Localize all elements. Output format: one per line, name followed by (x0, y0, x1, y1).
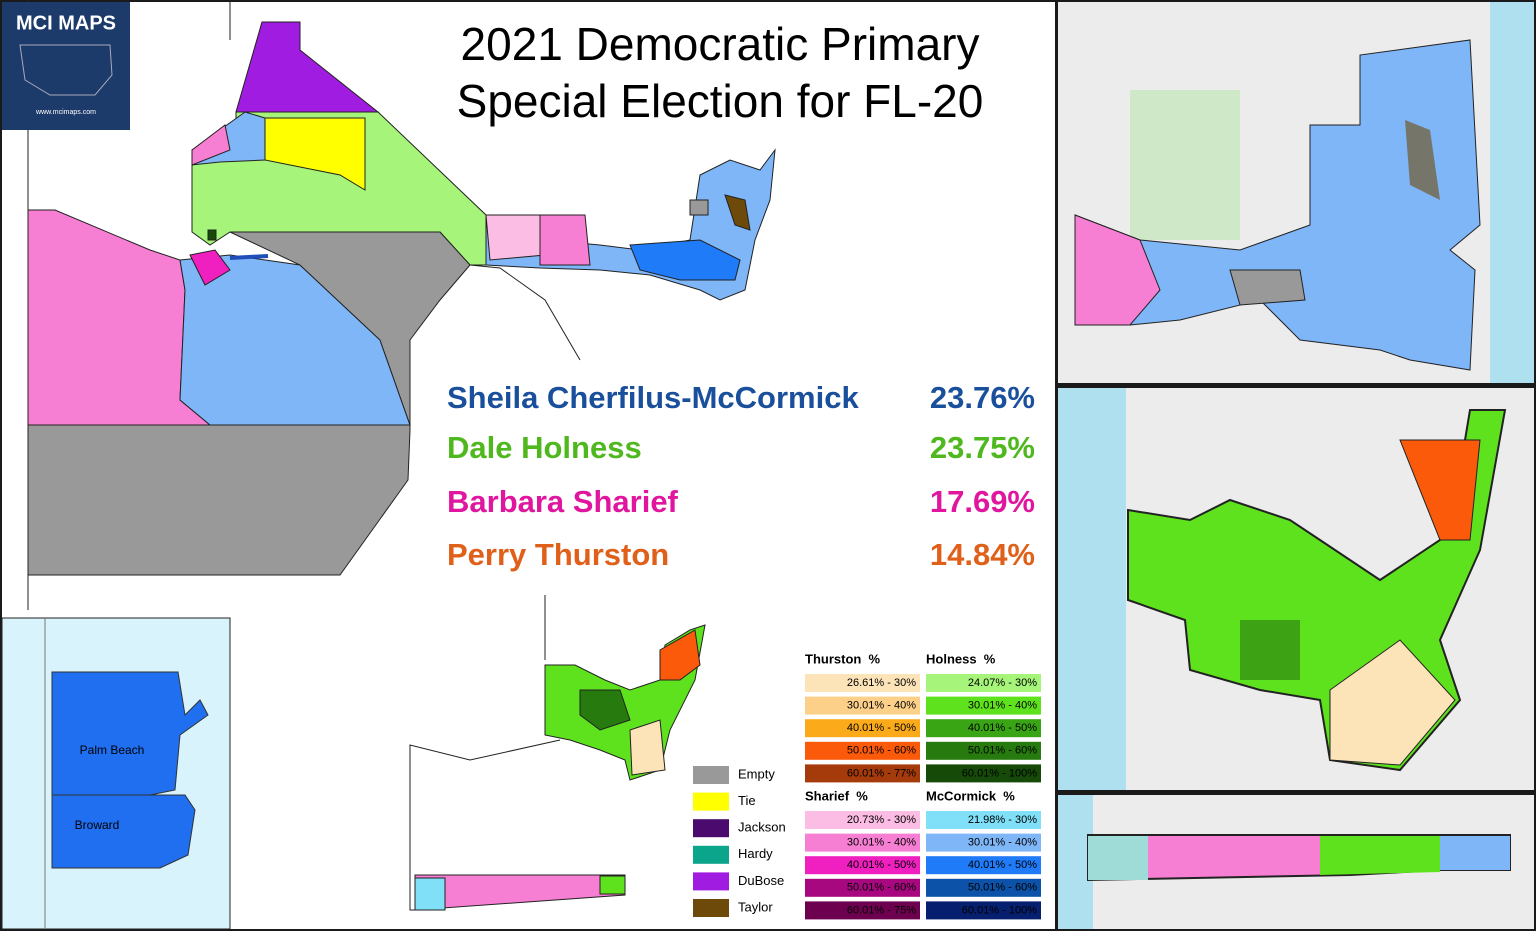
legend-label: 60.01% - 75% (847, 904, 916, 916)
legend-label: 50.01% - 60% (847, 882, 916, 894)
legend-swatch (805, 696, 920, 715)
legend-label: 30.01% - 40% (968, 700, 1037, 712)
zoom-map-central (1058, 388, 1534, 790)
logo: MCI MAPS www.mcimaps.com (2, 2, 130, 130)
logo-title: MCI MAPS (16, 12, 116, 34)
legend-swatch (693, 872, 729, 891)
candidate-share: 23.75% (930, 430, 1035, 465)
legend-label: 50.01% - 60% (968, 745, 1037, 757)
legend-swatch (693, 845, 729, 864)
legend-label: Hardy (738, 846, 773, 861)
legend-label: 21.98% - 30% (968, 814, 1037, 826)
legend-label: Jackson (738, 820, 786, 835)
candidate-share: 14.84% (930, 537, 1035, 572)
legend-label: 40.01% - 50% (847, 859, 916, 871)
legend-swatch (805, 741, 920, 760)
legend-label: 30.01% - 40% (968, 837, 1037, 849)
legend-label: 50.01% - 60% (968, 882, 1037, 894)
legend-swatch (926, 901, 1041, 920)
legend-swatch (805, 811, 920, 829)
legend-swatch (805, 833, 920, 852)
legend-swatch (926, 878, 1041, 897)
legend-label: Empty (738, 766, 775, 781)
state-inset: Palm Beach Broward (1, 617, 231, 930)
legend-swatch (693, 766, 729, 784)
legend-label: Taylor (738, 899, 773, 914)
legend-swatch (693, 899, 729, 917)
inset-label: Palm Beach (80, 743, 145, 757)
legend-swatch (693, 792, 729, 811)
legend-swatch (926, 719, 1041, 738)
legend-group-title: Thurston % (805, 651, 881, 666)
legend-swatch (693, 819, 729, 838)
legend-group-title: Sharief % (805, 788, 868, 803)
legend-swatch (926, 833, 1041, 852)
legend-swatch (805, 719, 920, 738)
title-line: 2021 Democratic Primary (461, 18, 980, 70)
legend-swatch (926, 811, 1041, 829)
legend-swatch (926, 741, 1041, 760)
legend-label: 24.07% - 30% (968, 677, 1037, 689)
inset-label: Broward (75, 818, 120, 832)
legend-label: 20.73% - 30% (847, 814, 916, 826)
legend-label: 30.01% - 40% (847, 700, 916, 712)
legend-swatch (805, 674, 920, 692)
legend-swatch (926, 856, 1041, 875)
legend-swatch (805, 901, 920, 920)
county-map (27, 0, 776, 610)
zoom-map-north (1058, 2, 1534, 383)
legend-group-title: Holness % (926, 651, 996, 666)
logo-url: www.mcimaps.com (35, 109, 96, 116)
legend-label: 40.01% - 50% (847, 722, 916, 734)
candidate-name: Sheila Cherfilus-McCormick (447, 380, 859, 415)
legend-label: 60.01% - 77% (847, 767, 916, 779)
candidate-name: Dale Holness (447, 430, 642, 465)
zoom-map-south (1058, 795, 1534, 929)
legend-swatch (926, 764, 1041, 783)
legend-swatch (926, 674, 1041, 692)
legend-label: 30.01% - 40% (847, 837, 916, 849)
candidate-share: 23.76% (930, 380, 1035, 415)
candidate-share: 17.69% (930, 484, 1035, 519)
legend-label: DuBose (738, 873, 784, 888)
legend-swatch (805, 878, 920, 897)
legend-label: 26.61% - 30% (847, 677, 916, 689)
candidate-name: Perry Thurston (447, 537, 669, 572)
broward-map (409, 595, 706, 911)
legend-label: 60.01% - 100% (962, 767, 1037, 779)
legend-label: Tie (738, 793, 756, 808)
legend-label: 50.01% - 60% (847, 745, 916, 757)
title-line: Special Election for FL-20 (457, 75, 984, 127)
legend-swatch (805, 856, 920, 875)
legend-label: 40.01% - 50% (968, 859, 1037, 871)
legend-swatch (926, 696, 1041, 715)
legend-label: 40.01% - 50% (968, 722, 1037, 734)
candidate-name: Barbara Sharief (447, 484, 679, 519)
legend-swatch (805, 764, 920, 783)
legend-label: 60.01% - 100% (962, 904, 1037, 916)
legend-group-title: McCormick % (926, 788, 1015, 803)
